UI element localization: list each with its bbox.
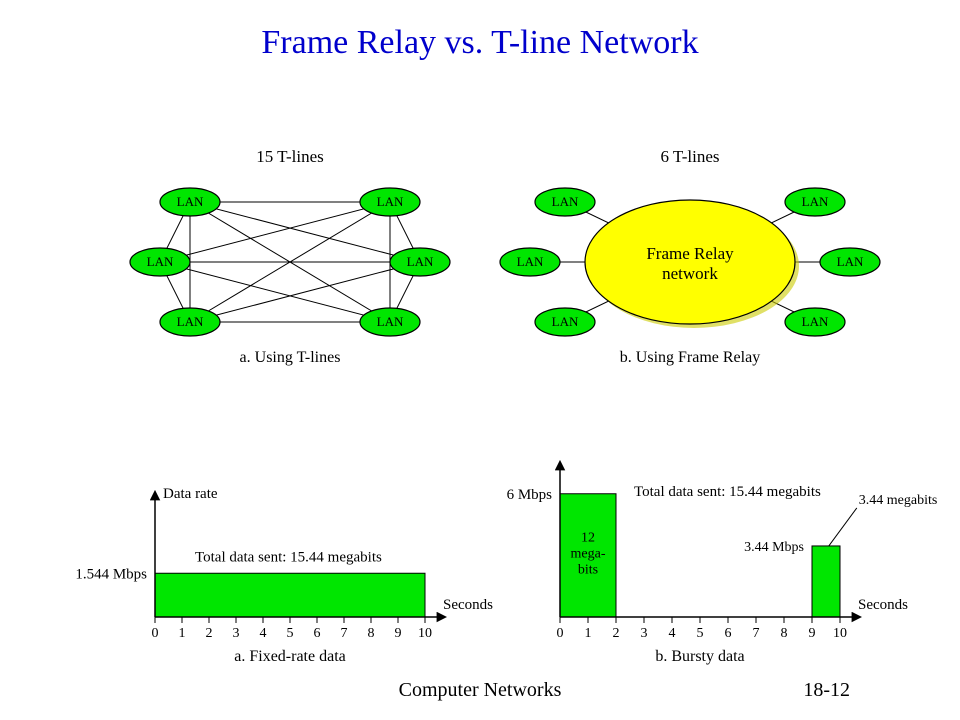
lan-label: LAN (552, 194, 579, 209)
page-title: Frame Relay vs. T-line Network (0, 0, 960, 62)
x-tick-label: 3 (641, 626, 648, 641)
x-axis-label: Seconds (858, 597, 908, 613)
y-marker: 6 Mbps (507, 487, 553, 503)
diagram-a-heading: 15 T-lines (256, 147, 324, 166)
x-tick-label: 6 (314, 626, 321, 641)
bursty-bar (812, 546, 840, 617)
x-tick-label: 1 (179, 626, 186, 641)
lan-label: LAN (377, 314, 404, 329)
lan-label: LAN (147, 254, 174, 269)
lan-label: LAN (377, 194, 404, 209)
footer-page-number: 18-12 (803, 679, 850, 702)
diagram-svg: 15 T-lines LAN LAN LAN LAN LAN LAN a. Using T-l… (0, 62, 960, 702)
diagram-b-heading: 6 T-lines (660, 147, 719, 166)
x-tick-label: 0 (152, 626, 159, 641)
x-tick-label: 9 (395, 626, 402, 641)
x-tick-label: 8 (368, 626, 375, 641)
chart-b-caption: b. Bursty data (655, 648, 744, 665)
fixed-rate-bar (155, 573, 425, 617)
x-tick-label: 2 (206, 626, 213, 641)
lan-label: LAN (802, 314, 829, 329)
y-marker: 1.544 Mbps (75, 566, 147, 582)
lan-label: LAN (177, 314, 204, 329)
lan-label: LAN (517, 254, 544, 269)
lan-label: LAN (177, 194, 204, 209)
x-tick-label: 4 (260, 626, 267, 641)
x-tick-label: 6 (725, 626, 732, 641)
lan-label: LAN (837, 254, 864, 269)
x-tick-label: 2 (613, 626, 620, 641)
lan-label: LAN (552, 314, 579, 329)
x-tick-label: 5 (697, 626, 704, 641)
callout-line (829, 508, 857, 546)
bar2-total-label: 3.44 megabits (859, 493, 938, 508)
x-tick-label: 8 (781, 626, 788, 641)
x-tick-label: 9 (809, 626, 816, 641)
x-tick-label: 10 (833, 626, 847, 641)
x-tick-label: 1 (585, 626, 592, 641)
bar1-label: bits (578, 562, 598, 577)
cloud-label-1: Frame Relay (646, 244, 734, 263)
x-tick-label: 5 (287, 626, 294, 641)
bar1-label: 12 (581, 530, 595, 545)
annotation-total: Total data sent: 15.44 megabits (195, 549, 382, 565)
x-tick-label: 3 (233, 626, 240, 641)
bar1-label: mega- (571, 546, 606, 561)
x-tick-label: 0 (557, 626, 564, 641)
cloud-label-2: network (662, 264, 718, 283)
annotation-total: Total data sent: 15.44 megabits (634, 484, 821, 500)
diagram-area: 15 T-lines LAN LAN LAN LAN LAN LAN a. Using T-l… (0, 62, 960, 702)
lan-label: LAN (407, 254, 434, 269)
y-axis-label: Data rate (163, 486, 218, 502)
lan-label: LAN (802, 194, 829, 209)
x-tick-label: 7 (341, 626, 348, 641)
x-tick-label: 4 (669, 626, 676, 641)
x-tick-label: 7 (753, 626, 760, 641)
diagram-b-caption: b. Using Frame Relay (620, 349, 760, 366)
chart-a-caption: a. Fixed-rate data (234, 648, 346, 665)
diagram-a-caption: a. Using T-lines (240, 349, 341, 366)
bar2-rate-label: 3.44 Mbps (744, 540, 804, 555)
x-tick-label: 10 (418, 626, 432, 641)
x-axis-label: Seconds (443, 597, 493, 613)
